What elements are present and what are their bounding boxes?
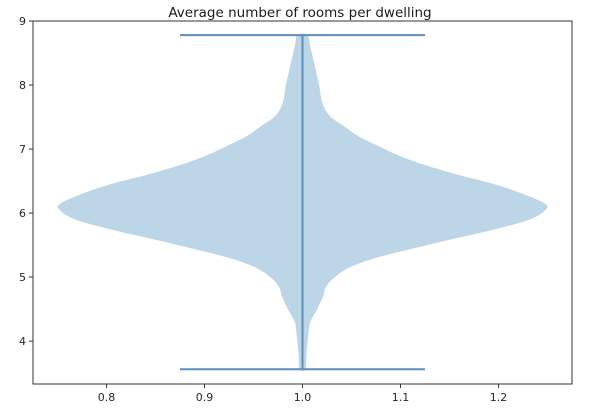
y-tick-label: 5: [19, 271, 26, 284]
x-tick-label: 1.0: [294, 391, 312, 404]
chart-title: Average number of rooms per dwelling: [168, 5, 431, 21]
plot-frame: [32, 20, 573, 385]
x-axis: 0.8 0.9 1.0 1.1 1.2: [98, 384, 508, 404]
y-tick-label: 9: [19, 15, 26, 28]
x-tick-label: 0.8: [98, 391, 116, 404]
y-tick-label: 4: [19, 335, 26, 348]
y-tick-label: 8: [19, 79, 26, 92]
x-tick-label: 1.1: [392, 391, 410, 404]
plot-area: [57, 33, 548, 372]
x-tick-label: 0.9: [196, 391, 214, 404]
x-tick-label: 1.2: [490, 391, 508, 404]
y-tick-label: 6: [19, 207, 26, 220]
y-tick-label: 7: [19, 143, 26, 156]
y-axis: 4 5 6 7 8 9: [19, 15, 33, 348]
